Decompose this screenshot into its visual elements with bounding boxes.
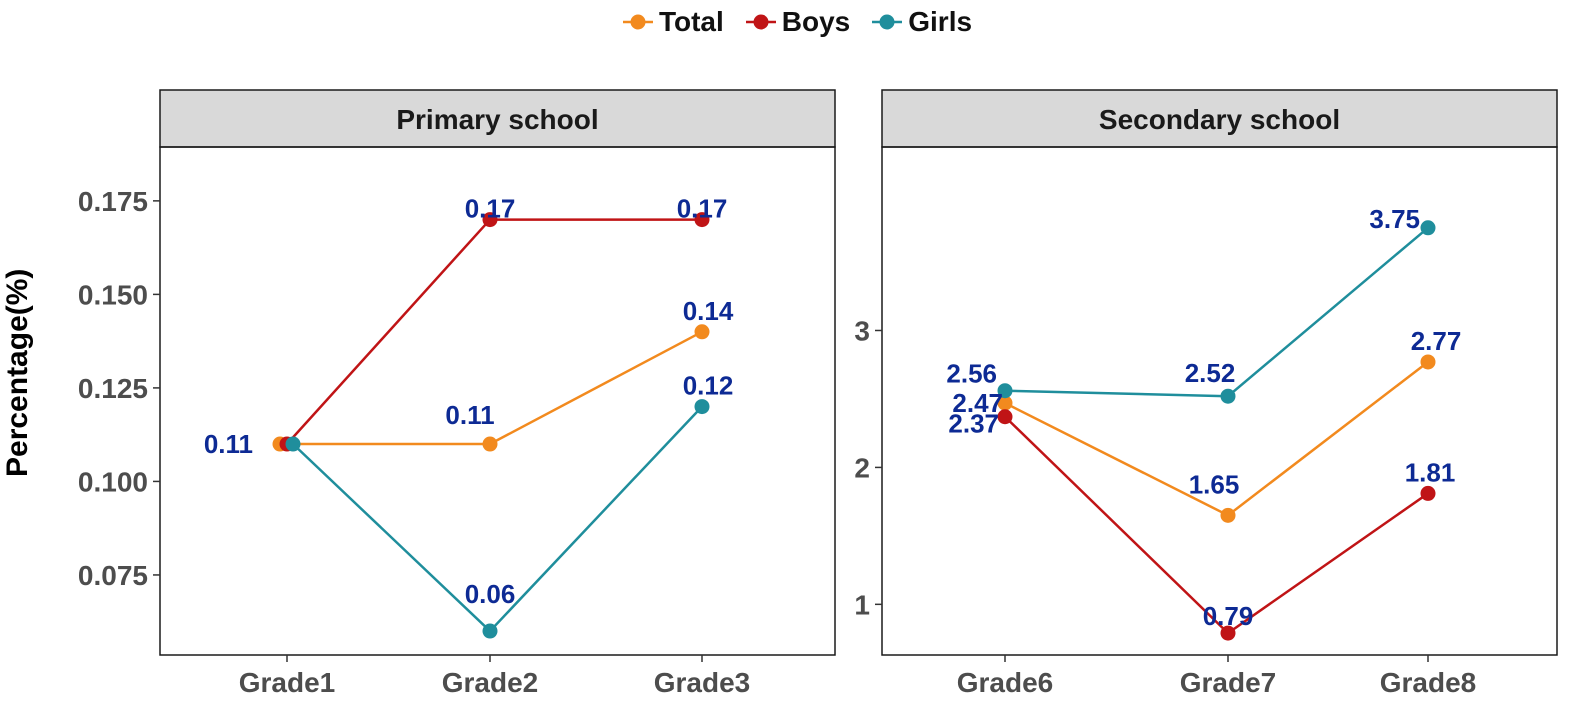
- data-label-boys-1-2: 1.81: [1405, 457, 1456, 487]
- data-label-boys-0-2: 0.17: [677, 194, 728, 224]
- x-tick-label-1-0: Grade6: [957, 667, 1054, 698]
- data-label-boys-1-0: 2.37: [948, 409, 999, 439]
- legend-label-boys: Boys: [781, 6, 851, 37]
- point-total-0-1: [482, 436, 498, 452]
- data-label-girls-1-0: 2.56: [946, 359, 997, 389]
- data-label-total-0-1: 0.11: [445, 400, 494, 430]
- point-total-1-1: [1220, 507, 1236, 523]
- x-tick-label-1-1: Grade7: [1180, 667, 1277, 698]
- point-total-0-2: [694, 324, 710, 340]
- y-tick-label-0-4: 0.175: [78, 186, 148, 217]
- y-tick-label-0-1: 0.100: [78, 466, 148, 497]
- point-boys-0-2: [694, 212, 710, 228]
- point-girls-0-2: [694, 399, 710, 415]
- facet-title-1: Secondary school: [1099, 104, 1340, 135]
- point-girls-1-2: [1420, 220, 1436, 236]
- legend-item-total[interactable]: Total: [622, 6, 724, 38]
- y-tick-label-0-2: 0.125: [78, 373, 148, 404]
- point-total-1-0: [997, 395, 1013, 411]
- legend: Total Boys Girls: [0, 2, 1595, 42]
- data-label-total-1-2: 2.77: [1411, 326, 1462, 356]
- data-label-total-0-2: 0.14: [683, 296, 734, 326]
- point-girls-1-1: [1220, 388, 1236, 404]
- data-label-total-0-0: 0.11: [204, 429, 253, 459]
- point-boys-0-1: [482, 212, 498, 228]
- point-boys-1-2: [1420, 485, 1436, 501]
- facet-strip-0: [159, 89, 836, 148]
- point-girls-0-0: [285, 436, 301, 452]
- x-tick-label-0-0: Grade1: [239, 667, 336, 698]
- data-label-girls-0-1: 0.06: [465, 579, 516, 609]
- point-total-1-2: [1420, 354, 1436, 370]
- legend-label-girls: Girls: [908, 6, 973, 37]
- legend-item-boys[interactable]: Boys: [745, 6, 851, 38]
- y-tick-label-1-2: 3: [854, 315, 870, 346]
- y-tick-label-1-1: 2: [854, 452, 870, 483]
- point-boys-1-1: [1220, 625, 1236, 641]
- y-tick-label-1-0: 1: [854, 589, 870, 620]
- data-label-boys-0-1: 0.17: [465, 194, 516, 224]
- legend-key-girls: [872, 14, 903, 30]
- y-tick-label-0-0: 0.075: [78, 560, 148, 591]
- data-label-boys-1-1: 0.79: [1203, 601, 1254, 631]
- plot-panel-1: [881, 146, 1558, 656]
- x-tick-label-0-1: Grade2: [442, 667, 539, 698]
- x-tick-label-1-2: Grade8: [1380, 667, 1477, 698]
- facet-title-0: Primary school: [396, 104, 598, 135]
- data-label-girls-1-1: 2.52: [1185, 358, 1236, 388]
- data-label-total-1-0: 2.47: [952, 388, 1003, 418]
- y-tick-label-0-3: 0.150: [78, 279, 148, 310]
- data-label-girls-1-2: 3.75: [1369, 204, 1420, 234]
- plot-panel-0: [159, 146, 836, 656]
- point-girls-0-1: [482, 623, 498, 639]
- legend-key-boys: [745, 14, 776, 30]
- legend-item-girls[interactable]: Girls: [872, 6, 972, 38]
- legend-label-total: Total: [658, 6, 724, 37]
- point-boys-1-0: [997, 409, 1013, 425]
- legend-key-total: [622, 14, 653, 30]
- data-label-total-1-1: 1.65: [1189, 469, 1240, 499]
- point-girls-1-0: [997, 383, 1013, 399]
- data-label-girls-0-2: 0.12: [683, 371, 734, 401]
- x-tick-label-0-2: Grade3: [654, 667, 751, 698]
- facet-strip-1: [881, 89, 1558, 148]
